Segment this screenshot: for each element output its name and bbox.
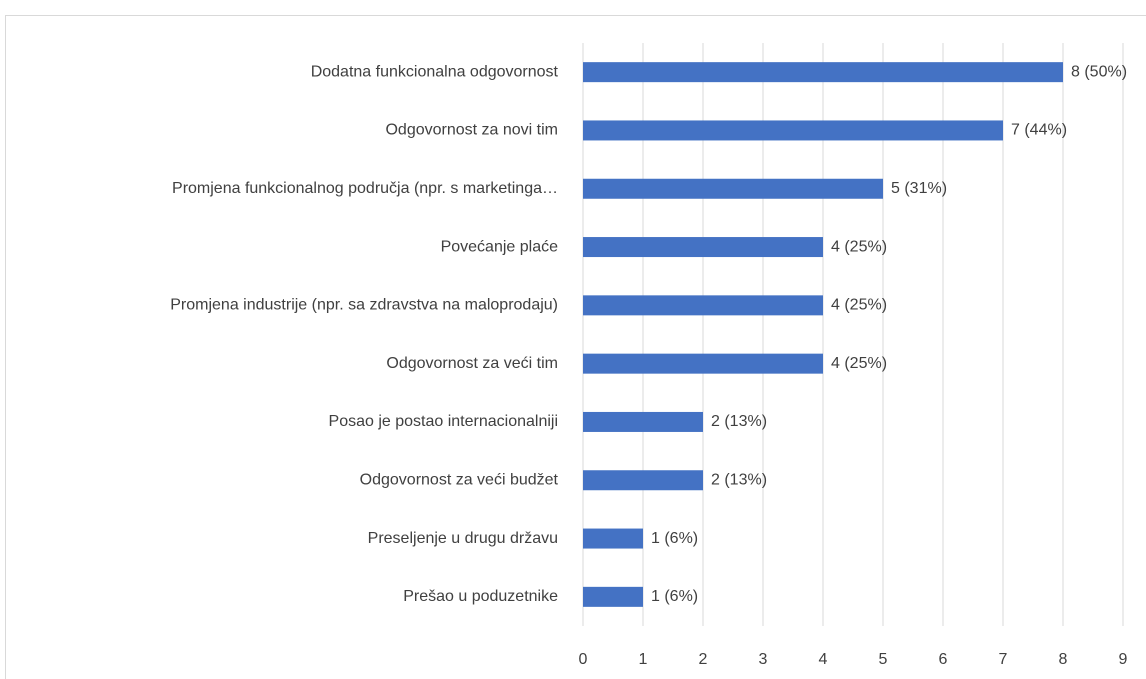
x-tick-label: 5 [879,651,888,668]
y-tick-label: Prešao u poduzetnike [403,588,558,605]
bar [583,528,643,549]
value-label: 8 (50%) [1071,63,1127,80]
value-label: 2 (13%) [711,413,767,430]
y-tick-label: Promjena funkcionalnog područja (npr. s … [172,180,558,197]
x-tick-label: 9 [1119,651,1128,668]
value-label: 7 (44%) [1011,122,1067,139]
bar [583,411,703,432]
y-tick-label: Promjena industrije (npr. sa zdravstva n… [170,297,558,314]
x-tick-label: 8 [1059,651,1068,668]
bar [583,295,823,316]
bar [583,120,1003,141]
bar [583,62,1063,83]
x-tick-label: 7 [999,651,1008,668]
y-tick-label: Povećanje plaće [441,238,559,255]
x-tick-label: 1 [639,651,648,668]
x-tick-label: 4 [819,651,828,668]
chart-border [5,15,1146,679]
y-tick-label: Odgovornost za veći tim [386,355,558,372]
y-tick-label: Dodatna funkcionalna odgovornost [311,63,559,80]
bar [583,178,883,199]
x-tick-label: 6 [939,651,948,668]
y-tick-label: Odgovornost za veći budžet [360,471,559,488]
y-tick-label: Preseljenje u drugu državu [368,530,558,547]
bar [583,470,703,491]
value-label: 4 (25%) [831,297,887,314]
value-label: 5 (31%) [891,180,947,197]
value-label: 2 (13%) [711,471,767,488]
x-tick-label: 3 [759,651,768,668]
value-label: 1 (6%) [651,530,698,547]
y-tick-label: Odgovornost za novi tim [385,122,558,139]
x-tick-label: 0 [579,651,588,668]
value-label: 1 (6%) [651,588,698,605]
bar [583,586,643,607]
bar [583,237,823,258]
y-tick-label: Posao je postao internacionalniji [329,413,558,430]
value-label: 4 (25%) [831,238,887,255]
x-tick-label: 2 [699,651,708,668]
value-label: 4 (25%) [831,355,887,372]
bar [583,353,823,374]
